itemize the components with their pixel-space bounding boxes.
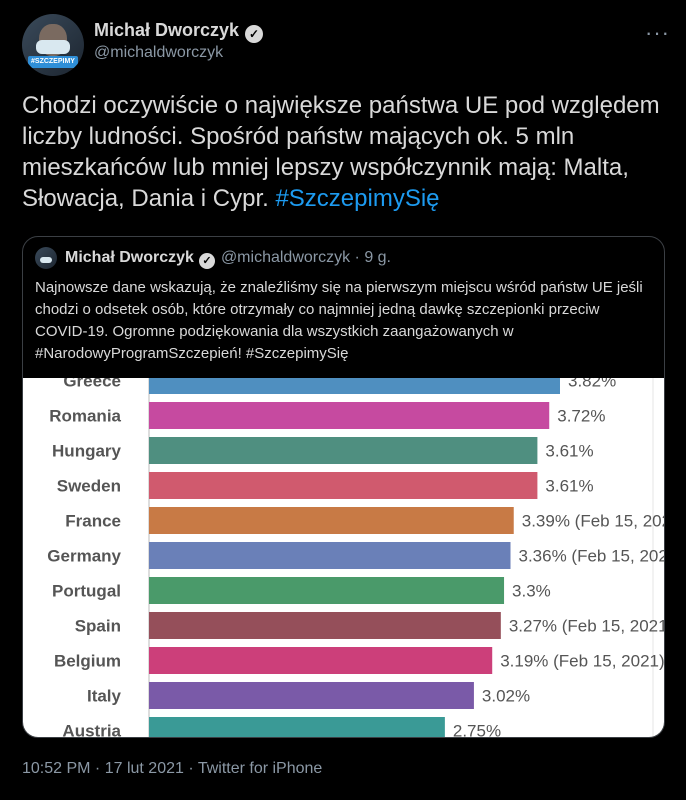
- category-label-greece: Greece: [63, 378, 121, 391]
- category-label-hungary: Hungary: [52, 442, 122, 461]
- bar-greece: [149, 378, 560, 394]
- more-options-icon[interactable]: ···: [645, 20, 670, 45]
- bar-hungary: [149, 437, 538, 464]
- category-label-austria: Austria: [62, 722, 121, 738]
- quoted-author-handle: @michaldworczyk · 9 g.: [220, 249, 391, 266]
- quoted-author-name: Michał Dworczyk ✓ @michaldworczyk · 9 g.: [65, 249, 391, 269]
- bar-spain: [149, 612, 501, 639]
- value-label-greece: 3.82%: [568, 378, 616, 391]
- quoted-author-name-text: Michał Dworczyk: [65, 249, 194, 266]
- tweet-header: #SZCZEPIMY Michał Dworczyk ✓ @michaldworc…: [22, 14, 670, 78]
- value-label-hungary: 3.61%: [545, 442, 593, 461]
- avatar-tag: #SZCZEPIMY: [28, 56, 78, 68]
- tweet-text: Chodzi oczywiście o największe państwa U…: [22, 90, 662, 214]
- author-avatar[interactable]: #SZCZEPIMY: [22, 14, 84, 76]
- author-name[interactable]: Michał Dworczyk ✓: [94, 20, 264, 43]
- value-label-spain: 3.27% (Feb 15, 2021): [509, 617, 664, 636]
- bar-austria: [149, 717, 445, 737]
- hashtag-link[interactable]: #SzczepimySię: [275, 185, 440, 212]
- tweet-timestamp[interactable]: 10:52 PM · 17 lut 2021 · Twitter for iPh…: [22, 760, 323, 777]
- value-label-sweden: 3.61%: [545, 477, 593, 496]
- category-label-sweden: Sweden: [57, 477, 121, 496]
- value-label-austria: 2.75%: [453, 722, 501, 738]
- author-handle[interactable]: @michaldworczyk: [94, 44, 224, 61]
- value-label-belgium: 3.19% (Feb 15, 2021): [500, 652, 664, 671]
- value-label-germany: 3.36% (Feb 15, 2021): [519, 547, 664, 566]
- bar-chart: Greece 3.82% Romania 3.72% Hungary 3.61% Swede…: [47, 378, 664, 738]
- category-label-germany: Germany: [47, 547, 121, 566]
- verified-badge-icon: ✓: [198, 253, 215, 269]
- value-label-portugal: 3.3%: [512, 582, 551, 601]
- category-label-spain: Spain: [75, 617, 121, 636]
- category-label-france: France: [65, 512, 121, 531]
- avatar-mask: [36, 40, 70, 54]
- value-label-italy: 3.02%: [482, 687, 530, 706]
- verified-badge-icon: ✓: [245, 25, 264, 43]
- category-label-belgium: Belgium: [54, 652, 121, 671]
- bar-belgium: [149, 647, 493, 674]
- quoted-author-avatar: [35, 247, 57, 269]
- value-label-romania: 3.72%: [557, 407, 605, 426]
- quoted-tweet-text: Najnowsze dane wskazują, że znaleźliśmy …: [35, 279, 643, 362]
- value-label-france: 3.39% (Feb 15, 2021): [522, 512, 664, 531]
- category-label-italy: Italy: [87, 687, 122, 706]
- bar-france: [149, 507, 514, 534]
- bar-germany: [149, 542, 511, 569]
- author-name-text: Michał Dworczyk: [94, 20, 240, 40]
- bar-italy: [149, 682, 474, 709]
- quoted-tweet[interactable]: Michał Dworczyk ✓ @michaldworczyk · 9 g. N…: [22, 236, 665, 738]
- tweet-body: Chodzi oczywiście o największe państwa U…: [22, 92, 660, 212]
- category-label-portugal: Portugal: [52, 582, 121, 601]
- chart-image[interactable]: Greece 3.82% Romania 3.72% Hungary 3.61% Swede…: [23, 378, 664, 737]
- quoted-tweet-header: Michał Dworczyk ✓ @michaldworczyk · 9 g.: [35, 247, 655, 271]
- bar-portugal: [149, 577, 505, 604]
- category-label-romania: Romania: [49, 407, 121, 426]
- bar-sweden: [149, 472, 538, 499]
- bar-romania: [149, 402, 550, 429]
